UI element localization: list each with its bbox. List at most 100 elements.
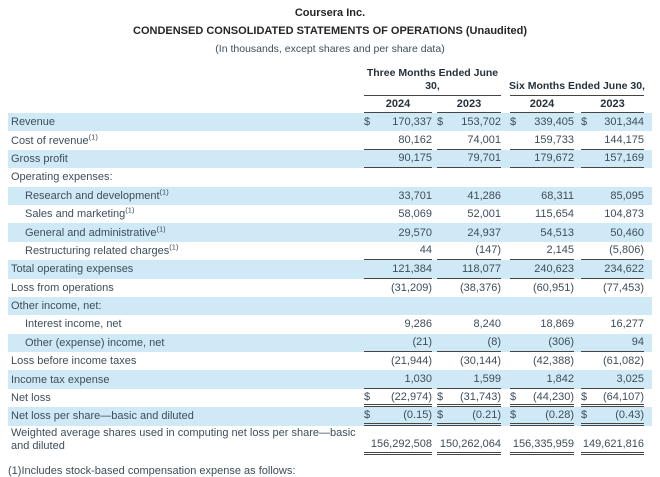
value: 29,570: [398, 226, 432, 239]
value: (61,082): [603, 355, 644, 368]
row-label: Operating expenses:: [11, 171, 113, 184]
value: 150,262,064: [439, 437, 501, 450]
value-cell: 156,292,508: [364, 426, 432, 455]
value-cell: 104,873: [581, 205, 644, 223]
value: 16,277: [610, 318, 644, 331]
value-cell: $ (0.28): [510, 407, 574, 426]
value: 121,384: [392, 262, 432, 275]
dollar-sign: $: [581, 390, 588, 403]
value: 153,702: [461, 116, 501, 129]
value: 74,001: [467, 134, 501, 147]
statement-subtitle: (In thousands, except shares and per sha…: [215, 43, 445, 55]
footnote-ref: (1): [125, 205, 135, 215]
row-label: Restructuring related charges(1): [25, 242, 179, 257]
value: 41,286: [467, 189, 501, 202]
value: 68,311: [541, 189, 574, 202]
row-label: Research and development(1): [25, 187, 169, 202]
value: 115,654: [535, 208, 574, 221]
value-cell: (42,388): [510, 352, 574, 370]
value-cell: 1,599: [437, 370, 501, 389]
value-cell: 68,311: [510, 187, 574, 205]
company-name: Coursera Inc.: [294, 7, 366, 19]
value: (0.28): [545, 408, 574, 421]
value: (8): [487, 336, 501, 349]
dollar-sign: $: [437, 408, 444, 421]
value-cell: 29,570: [364, 223, 432, 241]
dollar-sign: $: [364, 390, 371, 403]
table-row: Income tax expense 1,030 1,599 1,842 3,025: [8, 370, 652, 389]
value-cell: 156,335,959: [510, 426, 574, 455]
value-cell: 80,162: [364, 131, 432, 150]
dollar-sign: $: [437, 390, 444, 403]
row-label: Total operating expenses: [11, 263, 134, 276]
value: 9,286: [404, 318, 432, 331]
row-label: Loss from operations: [11, 281, 114, 294]
row-label: Revenue: [11, 116, 56, 129]
value: 234,622: [604, 262, 644, 275]
col-group-label-line: Three Months Ended June: [366, 67, 499, 79]
value: 58,069: [398, 208, 432, 221]
col-group-label-line: 30,: [425, 80, 440, 92]
value-cell: (38,376): [437, 279, 501, 297]
value: 104,873: [604, 208, 644, 221]
table-row: Net loss per share—basic and diluted $ (0.…: [8, 407, 652, 426]
table-row: Other income, net:: [8, 296, 652, 316]
value-cell: $ (0.43): [581, 407, 644, 426]
value: (64,107): [603, 390, 644, 403]
value-cell: 150,262,064: [437, 426, 501, 455]
value-cell: [437, 297, 501, 315]
value: (5,806): [609, 244, 644, 257]
value: (306): [548, 336, 574, 349]
table-row: Restructuring related charges(1) 44 (147) 2…: [8, 242, 652, 261]
footnote-ref: (1): [156, 223, 166, 233]
table-row: General and administrative(1) 29,570 24,93…: [8, 223, 652, 242]
value: 3,025: [616, 373, 644, 386]
dollar-sign: $: [581, 408, 588, 421]
value-cell: 3,025: [581, 370, 644, 389]
value: (42,388): [533, 355, 574, 368]
value-cell: $ (31,743): [437, 389, 501, 408]
value-cell: 144,175: [581, 131, 644, 150]
row-label: Income tax expense: [11, 373, 110, 386]
label-column-spacer: [8, 96, 364, 113]
value-cell: 9,286: [364, 315, 432, 333]
value-cell: [581, 168, 644, 186]
value-cell: $ (0.15): [364, 407, 432, 426]
row-label: Cost of revenue(1): [11, 131, 98, 147]
value-cell: $ (44,230): [510, 389, 574, 408]
value-cell: 18,869: [510, 315, 574, 333]
value-cell: 115,654: [510, 205, 574, 223]
value: 54,513: [540, 226, 574, 239]
row-label: Gross profit: [11, 152, 68, 165]
value-cell: (77,453): [581, 279, 644, 297]
dollar-sign: $: [510, 116, 517, 129]
year-header: 2024: [364, 96, 432, 113]
value-cell: $ (64,107): [581, 389, 644, 408]
value-cell: (21): [364, 334, 432, 353]
value: (147): [475, 244, 501, 257]
table-row: Total operating expenses 121,384 118,077 24…: [8, 260, 652, 279]
dollar-sign: $: [364, 408, 371, 421]
value: 80,162: [398, 134, 432, 147]
value: 33,701: [398, 189, 432, 202]
row-label: Weighted average shares used in computin…: [11, 426, 356, 453]
value-cell: [364, 297, 432, 315]
value-cell: $339,405: [510, 113, 574, 131]
value: (77,453): [603, 281, 644, 294]
col-group-six-months: Six Months Ended June 30,: [509, 63, 645, 96]
table-row: Loss from operations (31,209) (38,376) (60,…: [8, 279, 652, 297]
value-cell: $ (22,974): [364, 389, 432, 408]
value-cell: 50,460: [581, 223, 644, 241]
row-label: General and administrative(1): [25, 223, 166, 239]
value-cell: 94: [581, 334, 644, 353]
table-row: Revenue $170,337 $153,702 $339,405 $301,344: [8, 113, 652, 132]
value: (30,144): [460, 355, 501, 368]
value: (31,743): [460, 390, 501, 403]
row-label: Net loss per share—basic and diluted: [11, 410, 194, 423]
table-row: Operating expenses:: [8, 168, 652, 186]
value: (31,209): [391, 281, 432, 294]
value: 79,701: [467, 152, 501, 165]
value: 52,001: [467, 208, 501, 221]
row-label: Sales and marketing(1): [25, 205, 135, 221]
